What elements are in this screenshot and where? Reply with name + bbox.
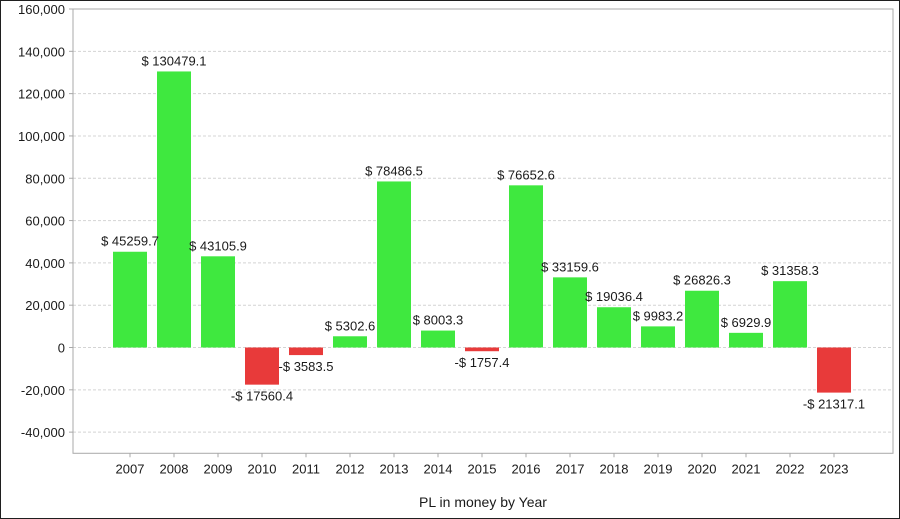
bar-2017 [553, 277, 587, 348]
x-tick-label: 2014 [424, 461, 453, 476]
bar-2010 [245, 347, 279, 385]
y-tick-label: 160,000 [18, 2, 65, 17]
data-label-2022: $ 31358.3 [761, 263, 819, 278]
x-tick-label: 2013 [380, 461, 409, 476]
bar-2022 [773, 281, 807, 348]
x-tick-label: 2007 [116, 461, 145, 476]
bar-2007 [113, 251, 147, 348]
x-tick-label: 2017 [556, 461, 585, 476]
x-tick-label: 2021 [732, 461, 761, 476]
bar-2015 [465, 347, 499, 352]
y-tick-label: 80,000 [25, 171, 65, 186]
data-label-2010: -$ 17560.4 [231, 389, 293, 404]
axes [69, 8, 894, 458]
x-tick-label: 2022 [776, 461, 805, 476]
x-tick-label: 2019 [644, 461, 673, 476]
x-axis-title: PL in money by Year [419, 494, 547, 510]
bar-2019 [641, 326, 675, 348]
data-label-2012: $ 5302.6 [325, 318, 376, 333]
x-tick-label: 2011 [292, 461, 320, 476]
data-label-2008: $ 130479.1 [141, 53, 206, 68]
bar-2014 [421, 330, 455, 348]
y-tick-label: 60,000 [25, 214, 65, 229]
data-label-2016: $ 76652.6 [497, 167, 555, 182]
bar-2018 [597, 307, 631, 348]
x-tick-label: 2009 [204, 461, 233, 476]
data-label-2018: $ 19036.4 [585, 289, 643, 304]
bar-2009 [201, 256, 235, 348]
x-tick-label: 2023 [820, 461, 849, 476]
data-label-2009: $ 43105.9 [189, 238, 247, 253]
x-tick-label: 2016 [512, 461, 541, 476]
bars [113, 71, 851, 393]
x-tick-label: 2008 [160, 461, 189, 476]
data-labels: $ 45259.7 $ 130479.1 $ 43105.9 -$ 17560.4 -$… [101, 53, 865, 411]
data-label-2017: $ 33159.6 [541, 259, 599, 274]
bar-2008 [157, 71, 191, 348]
x-tick-label: 2018 [600, 461, 629, 476]
y-tick-label: 20,000 [25, 298, 65, 313]
y-tick-label: -40,000 [21, 425, 65, 440]
bar-2013 [377, 181, 411, 348]
x-tick-label: 2012 [336, 461, 365, 476]
y-tick-label: -20,000 [21, 383, 65, 398]
bar-2016 [509, 185, 543, 348]
bar-2023 [817, 347, 851, 393]
data-label-2019: $ 9983.2 [633, 308, 684, 323]
y-tick-label: 100,000 [18, 129, 65, 144]
bar-2020 [685, 290, 719, 348]
plot-area-border [72, 8, 894, 454]
y-tick-label: 40,000 [25, 256, 65, 271]
data-label-2021: $ 6929.9 [721, 315, 772, 330]
data-label-2013: $ 78486.5 [365, 163, 423, 178]
y-tick-label: 120,000 [18, 87, 65, 102]
data-label-2007: $ 45259.7 [101, 234, 159, 249]
bar-2021 [729, 332, 763, 348]
data-label-2023: -$ 21317.1 [803, 397, 865, 412]
data-label-2020: $ 26826.3 [673, 273, 731, 288]
data-label-2014: $ 8003.3 [413, 313, 464, 328]
x-tick-labels: 2007 2008 2009 2010 2011 2012 2013 2014 2015 2016… [116, 461, 849, 476]
bar-2012 [333, 336, 367, 348]
x-tick-label: 2020 [688, 461, 717, 476]
data-label-2015: -$ 1757.4 [455, 355, 510, 370]
x-tick-label: 2015 [468, 461, 497, 476]
x-tick-label: 2010 [248, 461, 277, 476]
y-tick-label: 140,000 [18, 44, 65, 59]
bar-2011 [289, 347, 323, 356]
y-tick-label: 0 [58, 341, 65, 356]
data-label-2011: -$ 3583.5 [279, 359, 334, 374]
y-tick-labels: -40,000 -20,000 0 20,000 40,000 60,000 80,000 1… [18, 2, 65, 440]
